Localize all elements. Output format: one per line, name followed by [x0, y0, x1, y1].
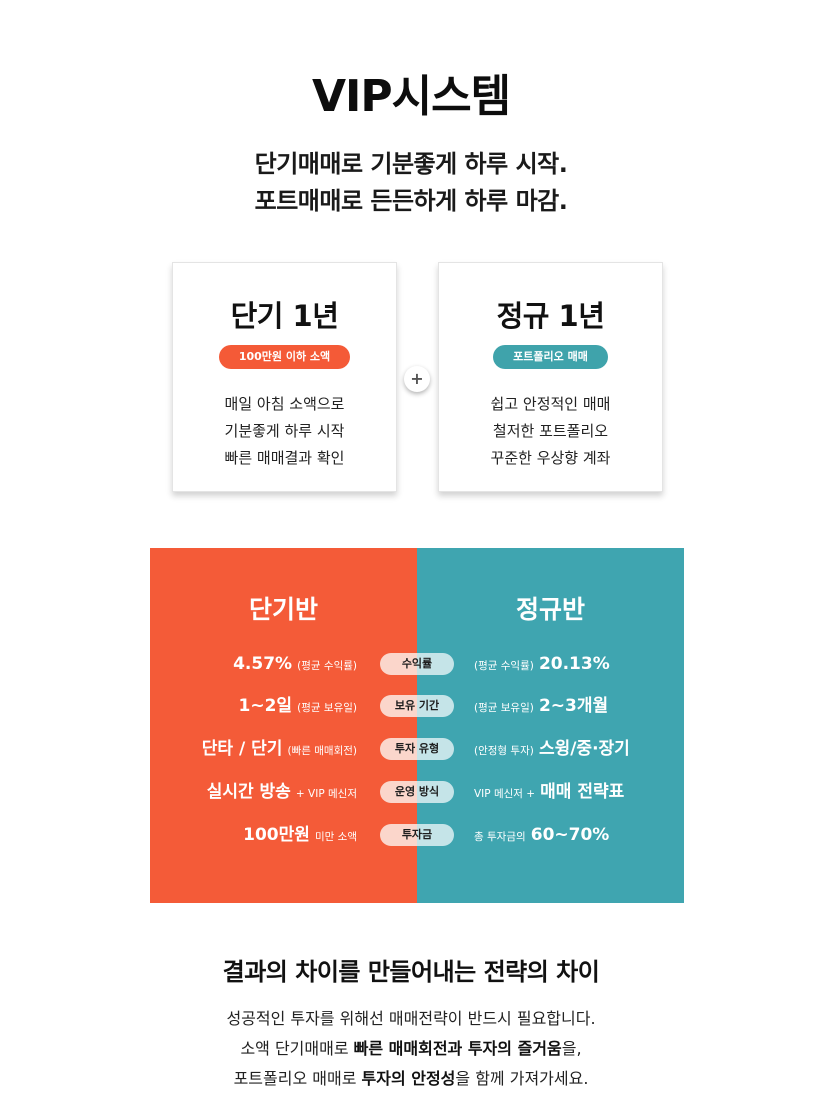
row-label: 보유 기간 — [380, 695, 454, 717]
footer-text: 성공적인 투자를 위해선 매매전략이 반드시 필요합니다. 소액 단기매매로 빠… — [0, 1004, 822, 1094]
left-value: 1~2일 (평균 보유일) — [239, 694, 357, 718]
page-subtitle: 단기매매로 기분좋게 하루 시작. 포트매매로 든든하게 하루 마감. — [0, 146, 822, 220]
footer-text-plain: 소액 단기매매로 — [240, 1039, 354, 1058]
left-value: 단타 / 단기 (빠른 매매회전) — [202, 737, 357, 761]
footer-line-3: 포트폴리오 매매로 투자의 안정성을 함께 가져가세요. — [0, 1064, 822, 1094]
short-term-panel: 단기반 — [150, 548, 417, 903]
card-badge: 포트폴리오 매매 — [493, 345, 608, 369]
right-main: 2~3개월 — [538, 696, 609, 716]
left-sub: (평균 수익률) — [297, 660, 357, 672]
footer-text-bold: 빠른 매매회전과 투자의 즐거움 — [353, 1039, 562, 1058]
subtitle-line-2: 포트매매로 든든하게 하루 마감. — [254, 187, 568, 215]
right-sub: VIP 메신저 + — [474, 788, 536, 800]
row-label: 투자금 — [380, 824, 454, 846]
left-main: 4.57% — [233, 654, 293, 674]
regular-panel: 정규반 — [417, 548, 684, 903]
left-main: 단타 / 단기 — [201, 739, 283, 759]
right-sub: (평균 수익률) — [474, 660, 534, 672]
right-main: 스윙/중·장기 — [538, 739, 630, 759]
short-term-heading: 단기반 — [248, 595, 318, 624]
comparison-row-holding: 1~2일 (평균 보유일) 보유 기간 (평균 보유일) 2~3개월 — [150, 694, 684, 718]
right-main: 20.13% — [538, 654, 610, 674]
left-sub: 미만 소액 — [315, 831, 357, 843]
page-title: VIP시스템 — [311, 71, 511, 122]
card-feature: 매일 아침 소액으로 — [224, 395, 345, 413]
right-sub: 총 투자금의 — [474, 831, 526, 843]
left-sub: (평균 보유일) — [297, 702, 357, 714]
right-main: 매매 전략표 — [540, 782, 625, 802]
left-value: 4.57% (평균 수익률) — [233, 652, 357, 676]
left-main: 100만원 — [243, 825, 310, 845]
footer-line-1: 성공적인 투자를 위해선 매매전략이 반드시 필요합니다. — [226, 1009, 596, 1028]
right-value: VIP 메신저 + 매매 전략표 — [474, 780, 624, 804]
row-label: 투자 유형 — [380, 738, 454, 760]
right-sub: (평균 보유일) — [474, 702, 534, 714]
card-badge: 100만원 이하 소액 — [218, 345, 351, 369]
left-sub: (빠른 매매회전) — [287, 745, 358, 757]
comparison-row-operation: 실시간 방송 + VIP 메신저 운영 방식 VIP 메신저 + 매매 전략표 — [150, 780, 684, 804]
left-main: 실시간 방송 — [206, 782, 291, 802]
card-feature: 쉽고 안정적인 매매 — [490, 395, 611, 413]
right-value: (평균 수익률) 20.13% — [474, 652, 610, 676]
comparison-table: 단기반 정규반 4.57% (평균 수익률) 수익률 (평균 수익률) 20.1… — [150, 548, 684, 903]
plus-icon: + — [404, 366, 430, 392]
row-label: 수익률 — [380, 653, 454, 675]
comparison-row-type: 단타 / 단기 (빠른 매매회전) 투자 유형 (안정형 투자) 스윙/중·장기 — [150, 737, 684, 761]
subtitle-line-1: 단기매매로 기분좋게 하루 시작. — [254, 150, 568, 178]
card-title: 단기 1년 — [230, 299, 339, 333]
card-regular: 정규 1년 포트폴리오 매매 쉽고 안정적인 매매 철저한 포트폴리오 꾸준한 … — [438, 262, 663, 492]
left-value: 100만원 미만 소액 — [243, 823, 357, 847]
footer-title: 결과의 차이를 만들어내는 전략의 차이 — [222, 958, 600, 986]
footer-text-plain: 을 함께 가져가세요. — [455, 1069, 589, 1088]
comparison-row-capital: 100만원 미만 소액 투자금 총 투자금의 60~70% — [150, 823, 684, 847]
comparison-row-return: 4.57% (평균 수익률) 수익률 (평균 수익률) 20.13% — [150, 652, 684, 676]
row-label: 운영 방식 — [380, 781, 454, 803]
left-main: 1~2일 — [238, 696, 293, 716]
left-sub: + VIP 메신저 — [295, 788, 357, 800]
card-short-term: 단기 1년 100만원 이하 소액 매일 아침 소액으로 기분좋게 하루 시작 … — [172, 262, 397, 492]
right-value: (평균 보유일) 2~3개월 — [474, 694, 608, 718]
card-feature: 빠른 매매결과 확인 — [224, 449, 345, 467]
card-feature: 꾸준한 우상향 계좌 — [490, 449, 611, 467]
right-sub: (안정형 투자) — [474, 745, 534, 757]
right-main: 60~70% — [530, 825, 610, 845]
card-feature: 철저한 포트폴리오 — [492, 422, 609, 440]
card-feature-list: 매일 아침 소액으로 기분좋게 하루 시작 빠른 매매결과 확인 — [173, 391, 396, 472]
left-value: 실시간 방송 + VIP 메신저 — [207, 780, 357, 804]
footer-text-bold: 투자의 안정성 — [361, 1069, 456, 1088]
card-feature: 기분좋게 하루 시작 — [224, 422, 345, 440]
footer-line-2: 소액 단기매매로 빠른 매매회전과 투자의 즐거움을, — [0, 1034, 822, 1064]
right-value: 총 투자금의 60~70% — [474, 823, 609, 847]
right-value: (안정형 투자) 스윙/중·장기 — [474, 737, 630, 761]
regular-heading: 정규반 — [515, 595, 585, 624]
card-feature-list: 쉽고 안정적인 매매 철저한 포트폴리오 꾸준한 우상향 계좌 — [439, 391, 662, 472]
footer-text-plain: 포트폴리오 매매로 — [233, 1069, 362, 1088]
footer-text-plain: 을, — [561, 1039, 582, 1058]
card-title: 정규 1년 — [496, 299, 605, 333]
